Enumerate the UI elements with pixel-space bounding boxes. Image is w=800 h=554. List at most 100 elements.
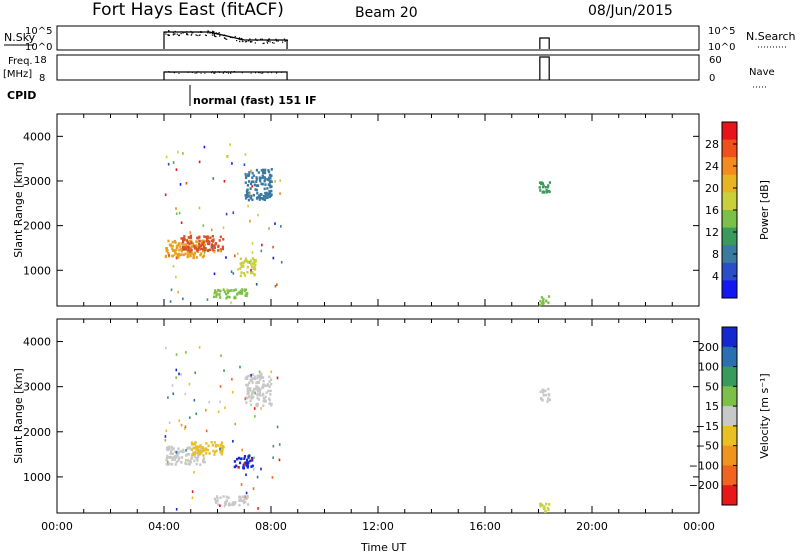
nsky-point: [213, 31, 215, 33]
nsky-point: [234, 35, 236, 38]
nsky-point: [223, 34, 226, 36]
data-cell: [542, 190, 545, 193]
data-cell-sparse: [279, 179, 282, 182]
data-cell: [539, 390, 542, 394]
data-cell-sparse: [189, 231, 192, 234]
freq-point: [200, 72, 202, 74]
freq-point: [167, 71, 169, 73]
nsky-point: [241, 37, 243, 40]
data-cell: [202, 454, 205, 457]
data-cell: [169, 450, 173, 453]
data-cell-sparse: [247, 204, 249, 208]
freq-point: [283, 71, 285, 73]
data-cell: [258, 198, 261, 201]
data-cell-sparse: [260, 467, 262, 471]
freq-point: [224, 71, 226, 73]
nsky-point: [190, 34, 192, 36]
data-cell: [253, 183, 256, 187]
data-cell: [202, 449, 205, 453]
nsky-point: [251, 41, 253, 43]
data-cell-sparse: [183, 427, 186, 430]
data-cell-sparse: [261, 243, 263, 247]
data-cell: [206, 242, 210, 246]
data-cell: [172, 447, 175, 450]
data-cell: [243, 497, 246, 500]
nsky-label: N.Sky: [4, 31, 36, 44]
data-cell: [542, 394, 545, 397]
data-cell-sparse: [248, 192, 251, 196]
data-cell: [258, 195, 261, 199]
data-cell: [187, 250, 190, 254]
data-cell-sparse: [231, 390, 234, 394]
freq-point: [178, 72, 180, 74]
colorbar-segment: [722, 366, 737, 387]
data-cell-sparse: [172, 161, 175, 164]
freq-point: [282, 71, 284, 73]
data-cell: [255, 168, 259, 172]
nsky-point: [211, 34, 214, 36]
data-cell-sparse: [258, 370, 261, 374]
data-cell: [193, 452, 196, 455]
nsky-point: [200, 31, 202, 34]
freq-point: [188, 71, 190, 73]
data-cell-sparse: [237, 268, 239, 271]
data-cell: [201, 445, 204, 449]
data-cell-sparse: [167, 162, 170, 166]
nsky-point: [255, 38, 257, 40]
data-cell: [545, 190, 548, 194]
data-cell: [200, 239, 203, 243]
data-cell: [540, 397, 543, 400]
data-cell: [196, 248, 200, 251]
data-cell: [255, 381, 258, 385]
data-cell-sparse: [272, 256, 275, 260]
data-cell: [256, 191, 259, 195]
data-cell: [193, 446, 196, 450]
data-cell: [548, 181, 552, 184]
nsky-point: [165, 31, 167, 33]
data-cell: [197, 455, 200, 459]
data-cell-sparse: [177, 290, 179, 294]
data-cell: [547, 508, 550, 512]
nsky-point: [165, 33, 167, 35]
data-cell: [245, 463, 248, 467]
data-cell: [222, 237, 225, 241]
data-cell: [186, 241, 189, 244]
freq-point: [228, 72, 230, 74]
data-cell: [165, 247, 168, 250]
colorbar-segment: [722, 174, 737, 193]
data-cell: [218, 239, 221, 242]
freq-point: [218, 71, 220, 73]
data-cell-sparse: [168, 421, 171, 424]
nsky-tick-top: 10^5: [25, 26, 52, 37]
data-cell: [217, 444, 220, 447]
data-cell: [270, 180, 273, 184]
freq-point: [261, 72, 263, 74]
data-cell: [247, 180, 251, 183]
data-cell-sparse: [167, 396, 169, 399]
data-cell: [245, 401, 248, 404]
data-cell: [182, 244, 185, 247]
data-cell: [251, 381, 254, 384]
freq-point: [187, 71, 189, 73]
data-cell: [212, 295, 216, 299]
data-cell: [199, 444, 202, 447]
data-cell: [198, 244, 202, 248]
data-cell: [239, 267, 242, 270]
freq-point: [222, 72, 224, 74]
data-cell: [247, 195, 250, 198]
data-cell: [205, 452, 208, 455]
nsky-point: [176, 33, 178, 35]
nsky-point: [285, 39, 287, 41]
data-cell: [228, 289, 231, 293]
data-cell: [539, 502, 542, 506]
nsky-point: [200, 30, 202, 33]
data-cell: [256, 392, 259, 396]
data-cell: [250, 376, 253, 379]
data-cell: [244, 288, 247, 292]
data-cell: [165, 458, 168, 462]
colorbar-tick-label: 20: [705, 182, 719, 195]
nsky-point: [230, 36, 232, 39]
data-cell: [170, 445, 173, 449]
data-cell-sparse: [254, 415, 256, 418]
data-cell: [215, 495, 219, 498]
